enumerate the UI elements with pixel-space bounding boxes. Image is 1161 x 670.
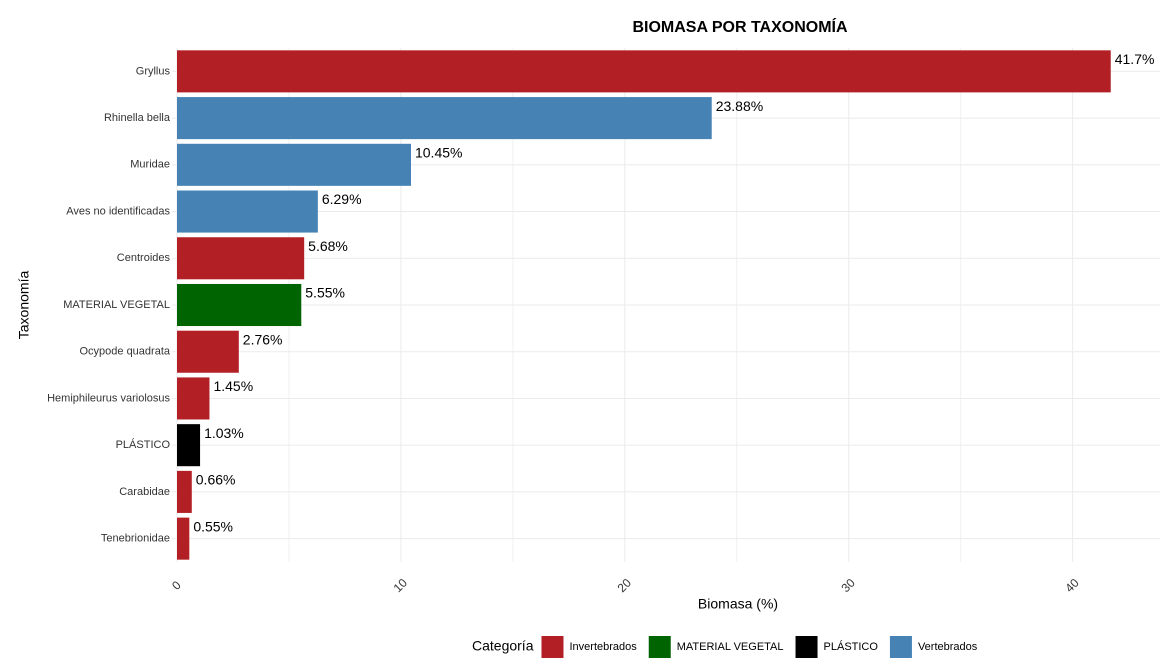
y-tick-label: Hemiphileurus variolosus (47, 392, 170, 404)
bar (177, 470, 192, 513)
y-axis-label: Taxonomía (16, 271, 32, 340)
value-label: 5.55% (305, 285, 345, 301)
value-label: 5.68% (308, 238, 348, 254)
legend-key (648, 636, 671, 658)
x-tick-label: 10 (391, 576, 411, 596)
x-tick-label: 0 (169, 578, 184, 593)
value-label: 23.88% (716, 98, 763, 114)
x-axis-label: Biomasa (%) (698, 596, 778, 612)
y-tick-label: Ocypode quadrata (79, 346, 170, 358)
value-label: 1.45% (213, 378, 253, 394)
x-tick-label: 40 (1062, 576, 1082, 596)
y-tick-label: Rhinella bella (104, 112, 171, 124)
bar (177, 283, 302, 327)
bar (177, 97, 712, 140)
bar (177, 424, 201, 467)
y-tick-label: Aves no identificadas (66, 205, 170, 217)
bar (177, 377, 210, 420)
bar (177, 50, 1111, 93)
bar (177, 143, 411, 186)
x-tick-label: 30 (838, 576, 858, 596)
bar (177, 190, 318, 233)
value-label: 41.7% (1115, 51, 1155, 67)
y-tick-label: Gryllus (136, 65, 171, 77)
value-label: 0.66% (196, 472, 236, 488)
y-tick-label: MATERIAL VEGETAL (63, 299, 170, 311)
y-tick-label: Centroides (117, 252, 171, 264)
value-label: 2.76% (243, 331, 283, 347)
bar (177, 517, 190, 560)
bar (177, 330, 239, 373)
legend-key (889, 636, 912, 658)
legend-label: PLÁSTICO (824, 640, 879, 653)
legend-label: Vertebrados (918, 641, 978, 653)
value-label: 0.55% (193, 518, 233, 534)
value-label: 6.29% (322, 191, 362, 207)
legend-title: Categoría (472, 638, 534, 654)
legend-label: MATERIAL VEGETAL (677, 641, 784, 653)
value-label: 1.03% (204, 425, 244, 441)
value-label: 10.45% (415, 145, 462, 161)
bar (177, 237, 305, 280)
y-tick-label: Muridae (130, 159, 170, 171)
y-tick-label: Tenebrionidae (101, 533, 170, 545)
legend-label: Invertebrados (569, 641, 637, 653)
y-tick-label: Carabidae (119, 486, 170, 498)
chart-title: BIOMASA POR TAXONOMÍA (632, 17, 848, 36)
y-tick-label: PLÁSTICO (116, 438, 171, 451)
x-tick-label: 20 (615, 576, 635, 596)
legend-key (795, 636, 818, 658)
legend-key (541, 636, 564, 658)
